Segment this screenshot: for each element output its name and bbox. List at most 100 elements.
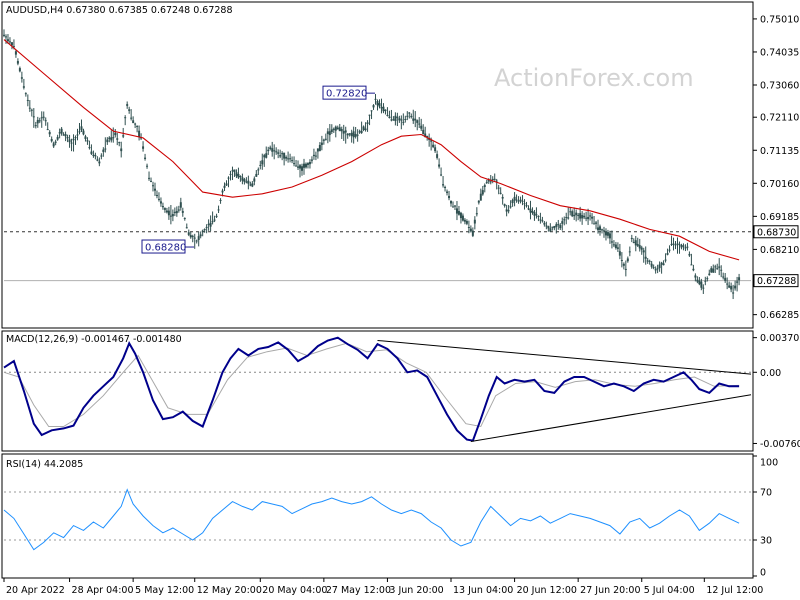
- price-candle-body: [656, 268, 659, 270]
- price-candle-body: [84, 136, 87, 139]
- moving-average-line: [3, 39, 740, 261]
- price-candle-body: [712, 268, 715, 273]
- price-candle-body: [332, 128, 335, 130]
- price-candle-body: [410, 115, 413, 118]
- price-candle-body: [440, 174, 443, 176]
- price-candle-body: [732, 292, 735, 294]
- price-candle-body: [696, 279, 699, 282]
- price-candle-body: [235, 172, 238, 177]
- price-candle-body: [197, 236, 200, 241]
- price-candle-body: [378, 103, 381, 107]
- price-candle-body: [664, 259, 667, 261]
- price-candle-body: [62, 134, 65, 136]
- price-candle-body: [557, 224, 560, 226]
- price-candle-body: [370, 110, 373, 112]
- price-candle-body: [676, 243, 679, 245]
- price-candle-body: [169, 215, 172, 217]
- price-candle-body: [541, 220, 544, 222]
- price-candle-body: [283, 152, 286, 159]
- price-candle-body: [126, 104, 129, 106]
- price-candle-body: [233, 169, 236, 173]
- macd-y-tick-label: 0.00: [760, 368, 781, 379]
- rsi-header: RSI(14) 44.2085: [6, 459, 83, 470]
- price-candle-body: [46, 129, 49, 131]
- price-candle-body: [507, 210, 510, 212]
- price-candle-body: [104, 148, 107, 150]
- price-candle-body: [219, 199, 222, 201]
- price-candle-body: [702, 287, 705, 289]
- price-candle-body: [606, 232, 609, 236]
- price-candle-body: [78, 131, 81, 133]
- price-candle-body: [577, 214, 580, 216]
- price-candle-body: [499, 192, 502, 194]
- price-candle-body: [688, 253, 691, 256]
- price-candle-body: [547, 226, 550, 229]
- price-candle-body: [122, 135, 125, 137]
- price-candle-body: [346, 133, 349, 136]
- price-candle-body: [716, 268, 719, 270]
- price-candle-body: [479, 193, 482, 201]
- price-candle-body: [340, 129, 343, 132]
- price-candle-body: [384, 109, 387, 111]
- price-candle-body: [616, 247, 619, 249]
- price-candle-body: [146, 165, 149, 167]
- price-candle-body: [595, 222, 598, 224]
- price-candle-body: [231, 170, 234, 172]
- price-candle-body: [80, 126, 83, 131]
- macd-signal-line: [3, 342, 740, 428]
- price-candle-body: [467, 227, 470, 229]
- price-candle-body: [563, 219, 566, 221]
- price-candle-body: [253, 178, 256, 182]
- price-candle-body: [593, 223, 596, 225]
- price-candle-body: [165, 210, 168, 213]
- price-candle-body: [434, 147, 437, 152]
- price-candle-body: [352, 131, 355, 138]
- price-candle-body: [579, 213, 582, 219]
- price-candle-body: [682, 245, 685, 247]
- price-candle-body: [22, 86, 25, 88]
- price-candle-body: [271, 148, 274, 152]
- price-candle-body: [485, 181, 488, 183]
- x-tick-label: 20 Apr 2022: [6, 585, 65, 596]
- price-candle-body: [157, 198, 160, 200]
- price-candle-body: [257, 169, 260, 171]
- price-candle-body: [159, 201, 162, 204]
- price-candle-body: [314, 155, 317, 157]
- price-candle-body: [38, 120, 41, 122]
- price-candle-body: [50, 138, 53, 142]
- price-candle-body: [539, 219, 542, 221]
- price-candle-body: [408, 112, 411, 114]
- macd-y-axis: 0.003703 0.00 -0.007608: [753, 333, 800, 450]
- x-axis: 20 Apr 2022 28 Apr 04:00 5 May 12:00 12 May…: [3, 578, 763, 596]
- price-candle-body: [738, 277, 741, 281]
- price-candle-body: [465, 220, 468, 224]
- price-candle-body: [90, 151, 93, 154]
- x-tick-label: 12 Jul 12:00: [706, 585, 763, 596]
- price-candle-body: [297, 166, 300, 168]
- price-candle-body: [312, 154, 315, 157]
- price-candle-body: [28, 107, 31, 109]
- price-candle-body: [571, 211, 574, 217]
- current-price-tag: 0.67288: [757, 276, 796, 287]
- price-candle-body: [181, 211, 184, 213]
- price-candle-body: [650, 263, 653, 267]
- price-y-axis: 0.75010 0.74035 0.73060 0.72110 0.71135 0.701…: [753, 14, 799, 321]
- rsi-line: [3, 488, 740, 551]
- price-candle-body: [199, 234, 202, 237]
- price-candle-body: [96, 159, 99, 161]
- current-price-tag-box: [753, 274, 799, 288]
- price-candle-body: [136, 125, 139, 127]
- price-candle-body: [398, 118, 401, 121]
- price-candle-body: [662, 263, 665, 266]
- price-candle-body: [291, 160, 294, 162]
- price-candle-body: [243, 179, 246, 182]
- price-candle-body: [517, 200, 520, 202]
- price-candle-body: [400, 119, 403, 121]
- price-candle-body: [120, 148, 123, 152]
- price-candle-body: [412, 118, 415, 121]
- price-candle-body: [183, 217, 186, 219]
- price-candle-body: [678, 244, 681, 246]
- price-candle-body: [549, 228, 552, 232]
- price-candle-body: [249, 184, 252, 186]
- price-candle-body: [209, 222, 212, 227]
